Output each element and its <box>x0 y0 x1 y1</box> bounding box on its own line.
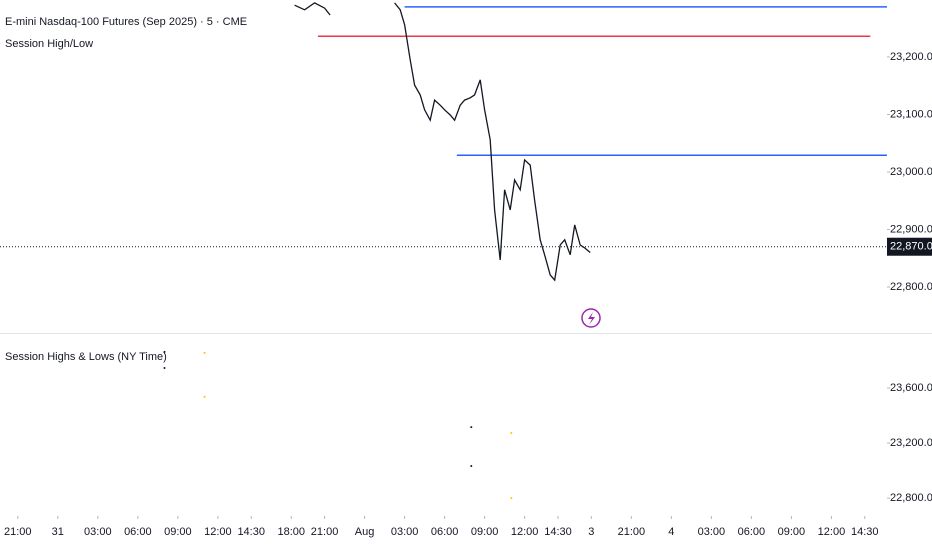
x-tick-label: 21:00 <box>4 526 32 538</box>
indicator-title: Session Highs & Lows (NY Time) <box>5 351 167 363</box>
session-point <box>510 431 513 434</box>
y-tick-label: 22,800.00 <box>890 492 932 504</box>
x-tick-label: 14:30 <box>237 526 265 538</box>
x-tick-label: 4 <box>668 526 674 538</box>
session-point <box>510 497 513 500</box>
last-price-label: 22,870.00 <box>890 241 932 253</box>
x-tick-label: 12:00 <box>511 526 539 538</box>
y-tick-label: 23,100.00 <box>890 108 932 120</box>
lightning-icon[interactable] <box>581 308 601 328</box>
x-tick-label: 12:00 <box>204 526 232 538</box>
chart-title: E-mini Nasdaq-100 Futures (Sep 2025) · 5… <box>5 16 247 28</box>
icon-circle[interactable] <box>581 308 601 328</box>
x-tick-label: 03:00 <box>391 526 419 538</box>
x-tick-label: 31 <box>52 526 64 538</box>
x-tick-label: 03:00 <box>698 526 726 538</box>
icon-bolt[interactable] <box>588 312 595 325</box>
y-tick-label: 23,200.00 <box>890 51 932 63</box>
x-tick-label: 06:00 <box>124 526 152 538</box>
session-point <box>163 350 166 353</box>
x-tick-label: 18:00 <box>277 526 305 538</box>
y-tick-label: 23,000.00 <box>890 166 932 178</box>
x-tick-label: 3 <box>588 526 594 538</box>
x-tick-label: 09:00 <box>778 526 806 538</box>
x-tick-label: 21:00 <box>618 526 646 538</box>
x-tick-label: 09:00 <box>164 526 192 538</box>
price-line <box>294 2 591 282</box>
indicator-title: Session High/Low <box>5 38 93 50</box>
y-tick-label: 23,200.00 <box>890 437 932 449</box>
y-tick-label: 22,800.00 <box>890 281 932 293</box>
session-point <box>470 465 473 468</box>
x-tick-label: 03:00 <box>84 526 112 538</box>
x-tick-label: Aug <box>355 526 375 538</box>
y-tick-label: 23,600.00 <box>890 382 932 394</box>
x-tick-label: 06:00 <box>738 526 766 538</box>
session-point <box>203 395 206 398</box>
x-tick-label: 12:00 <box>818 526 846 538</box>
last-price-box <box>887 237 932 256</box>
x-tick-label: 09:00 <box>471 526 499 538</box>
x-tick-label: 21:00 <box>311 526 339 538</box>
session-point <box>470 426 473 429</box>
x-tick-label: 14:30 <box>544 526 572 538</box>
x-tick-label: 06:00 <box>431 526 459 538</box>
y-tick-label: 22,900.00 <box>890 223 932 235</box>
session-point <box>203 351 206 354</box>
session-point <box>163 367 166 370</box>
x-tick-label: 14:30 <box>851 526 879 538</box>
